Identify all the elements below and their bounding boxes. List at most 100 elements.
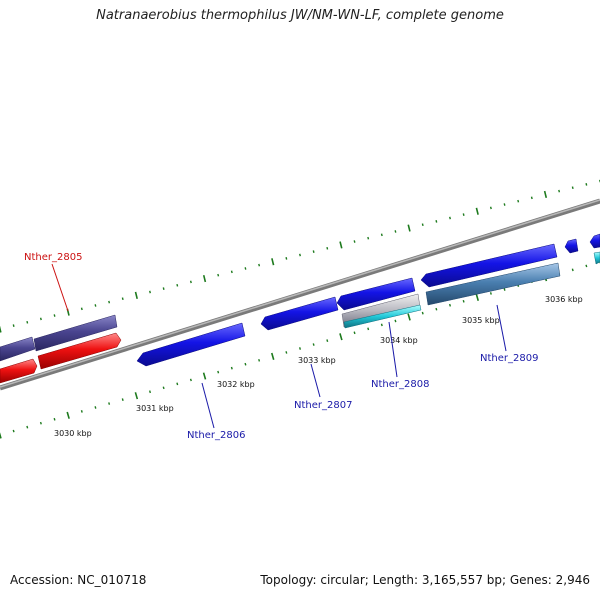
- tick-mark-upper: [394, 230, 397, 233]
- tick-mark-lower: [108, 402, 111, 405]
- tick-mark-upper: [326, 246, 329, 250]
- tick-mark-lower: [202, 372, 207, 380]
- tick-mark-upper: [421, 223, 424, 227]
- tick-mark-upper: [543, 190, 548, 199]
- tick-mark-lower: [353, 331, 356, 335]
- tick-mark-upper: [312, 250, 315, 253]
- tick-mark-upper: [217, 273, 220, 277]
- tick-mark-lower: [121, 398, 124, 401]
- tick-mark-upper: [339, 241, 343, 249]
- tick-mark-upper: [435, 220, 438, 223]
- gene-label-2808[interactable]: Nther_2808: [371, 379, 429, 390]
- tick-mark-lower: [80, 410, 83, 413]
- tick-mark-lower: [162, 386, 165, 390]
- tick-mark-upper: [407, 224, 411, 232]
- tick-mark-lower: [326, 339, 329, 342]
- tick-mark-lower: [475, 293, 480, 301]
- gene-2809[interactable]: [420, 243, 558, 288]
- tick-mark-lower: [394, 319, 397, 323]
- callout-line-2809: [496, 304, 507, 352]
- gene-2807[interactable]: [260, 296, 339, 331]
- tick-track-upper: [0, 179, 600, 333]
- tick-mark-upper: [94, 304, 97, 307]
- tick-mark-lower: [312, 343, 315, 346]
- tick-mark-lower: [339, 333, 343, 341]
- tick-mark-lower: [435, 307, 438, 311]
- gene-label-2809[interactable]: Nther_2809: [480, 353, 538, 364]
- kbp-label-3035: 3035 kbp: [462, 316, 500, 325]
- tick-mark-upper: [380, 233, 383, 237]
- tick-mark-lower: [217, 370, 220, 374]
- tick-mark-upper: [285, 257, 288, 260]
- tick-mark-upper: [585, 183, 588, 186]
- tick-mark-upper: [517, 199, 520, 203]
- tick-mark-upper: [0, 325, 2, 333]
- tick-mark-lower: [462, 299, 465, 303]
- tick-mark-lower: [503, 288, 506, 291]
- tick-mark-upper: [12, 324, 15, 327]
- tick-mark-upper: [162, 287, 165, 290]
- tick-mark-lower: [189, 378, 192, 382]
- tick-mark-lower: [39, 421, 42, 425]
- tick-mark-lower: [380, 323, 383, 327]
- tick-mark-lower: [230, 366, 233, 370]
- genome-backbone-highlight: [0, 199, 600, 388]
- gene-dark-2805-region[interactable]: [33, 314, 118, 352]
- gene-label-2805[interactable]: Nther_2805: [24, 252, 82, 263]
- tick-mark-upper: [149, 290, 151, 294]
- tick-mark-upper: [39, 317, 42, 321]
- tick-mark-lower: [448, 303, 452, 307]
- gene-red-left[interactable]: [0, 358, 38, 384]
- tick-mark-lower: [134, 392, 139, 400]
- tick-mark-upper: [367, 236, 370, 240]
- kbp-label-3032: 3032 kbp: [217, 380, 255, 389]
- tick-mark-upper: [271, 258, 275, 266]
- gene-dark-left[interactable]: [0, 336, 36, 362]
- gene-2806[interactable]: [136, 322, 246, 367]
- gene-right-edge[interactable]: [589, 233, 600, 249]
- kbp-label-3030: 3030 kbp: [54, 429, 92, 438]
- tick-mark-lower: [94, 406, 97, 409]
- callout-line-2806: [201, 382, 215, 429]
- tick-mark-upper: [571, 186, 574, 190]
- kbp-label-3031: 3031 kbp: [136, 404, 174, 413]
- gene-cyan-right[interactable]: [593, 251, 600, 265]
- tick-mark-upper: [53, 314, 56, 317]
- tick-mark-upper: [475, 207, 479, 215]
- tick-mark-upper: [462, 213, 465, 216]
- tick-mark-lower: [407, 313, 411, 321]
- gene-label-2806[interactable]: Nther_2806: [187, 430, 245, 441]
- tick-mark-upper: [530, 196, 533, 200]
- tick-mark-lower: [66, 411, 70, 419]
- gene-2808-cyan[interactable]: [343, 304, 422, 329]
- gene-steel[interactable]: [425, 262, 561, 306]
- kbp-label-3033: 3033 kbp: [298, 356, 336, 365]
- genome-backbone: [0, 198, 600, 391]
- tick-mark-upper: [503, 203, 506, 206]
- gene-2808a[interactable]: [336, 277, 416, 311]
- tick-mark-upper: [176, 283, 179, 287]
- tick-mark-upper: [121, 297, 124, 301]
- tick-mark-lower: [244, 362, 247, 366]
- tick-mark-lower: [367, 327, 370, 331]
- tick-mark-upper: [189, 280, 192, 284]
- tick-mark-upper: [299, 253, 301, 257]
- tick-track-lower: [0, 260, 600, 439]
- tick-mark-lower: [285, 351, 288, 354]
- accession-text: Accession: NC_010718: [10, 573, 147, 587]
- gene-right-small[interactable]: [564, 238, 579, 254]
- tick-mark-upper: [26, 320, 29, 324]
- gene-red-2805[interactable]: [37, 332, 122, 370]
- genome-stats-text: Topology: circular; Length: 3,165,557 bp…: [260, 573, 590, 587]
- tick-mark-upper: [230, 270, 233, 274]
- gene-label-2807[interactable]: Nther_2807: [294, 400, 352, 411]
- page-title: Natranaerobius thermophilus JW/NM-WN-LF,…: [96, 8, 504, 23]
- tick-mark-lower: [298, 347, 302, 350]
- tick-mark-lower: [148, 390, 152, 394]
- tick-mark-lower: [270, 352, 275, 360]
- callout-line-2808: [388, 321, 398, 378]
- tick-mark-lower: [489, 292, 492, 295]
- tick-mark-lower: [258, 358, 261, 362]
- tick-mark-upper: [558, 189, 561, 193]
